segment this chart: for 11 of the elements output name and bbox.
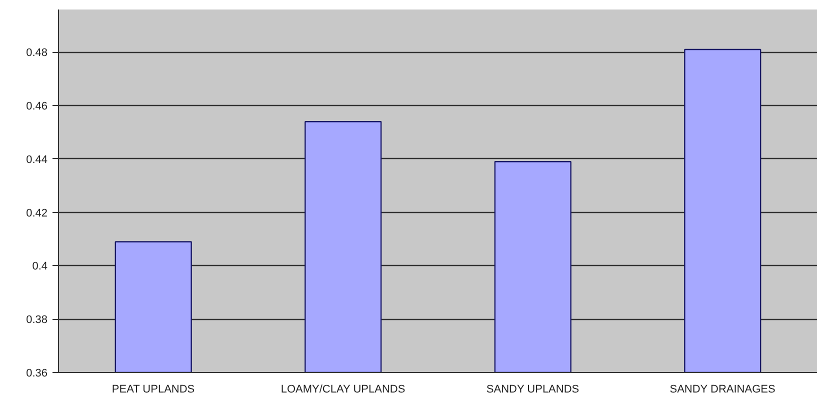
x-tick-label: SANDY DRAINAGES — [670, 384, 776, 396]
y-tick-label: 0.48 — [26, 47, 48, 60]
y-tick-label: 0.4 — [32, 260, 48, 273]
x-tick-label: LOAMY/CLAY UPLANDS — [280, 384, 406, 396]
y-tick-label: 0.38 — [26, 314, 48, 326]
y-tick-label: 0.36 — [26, 368, 48, 380]
x-tick-label: SANDY UPLANDS — [486, 384, 580, 396]
y-tick-label: 0.42 — [26, 207, 48, 220]
y-tick-label: 0.44 — [26, 154, 48, 166]
x-tick-label: PEAT UPLANDS — [112, 384, 195, 396]
y-tick-label: 0.46 — [26, 100, 48, 113]
